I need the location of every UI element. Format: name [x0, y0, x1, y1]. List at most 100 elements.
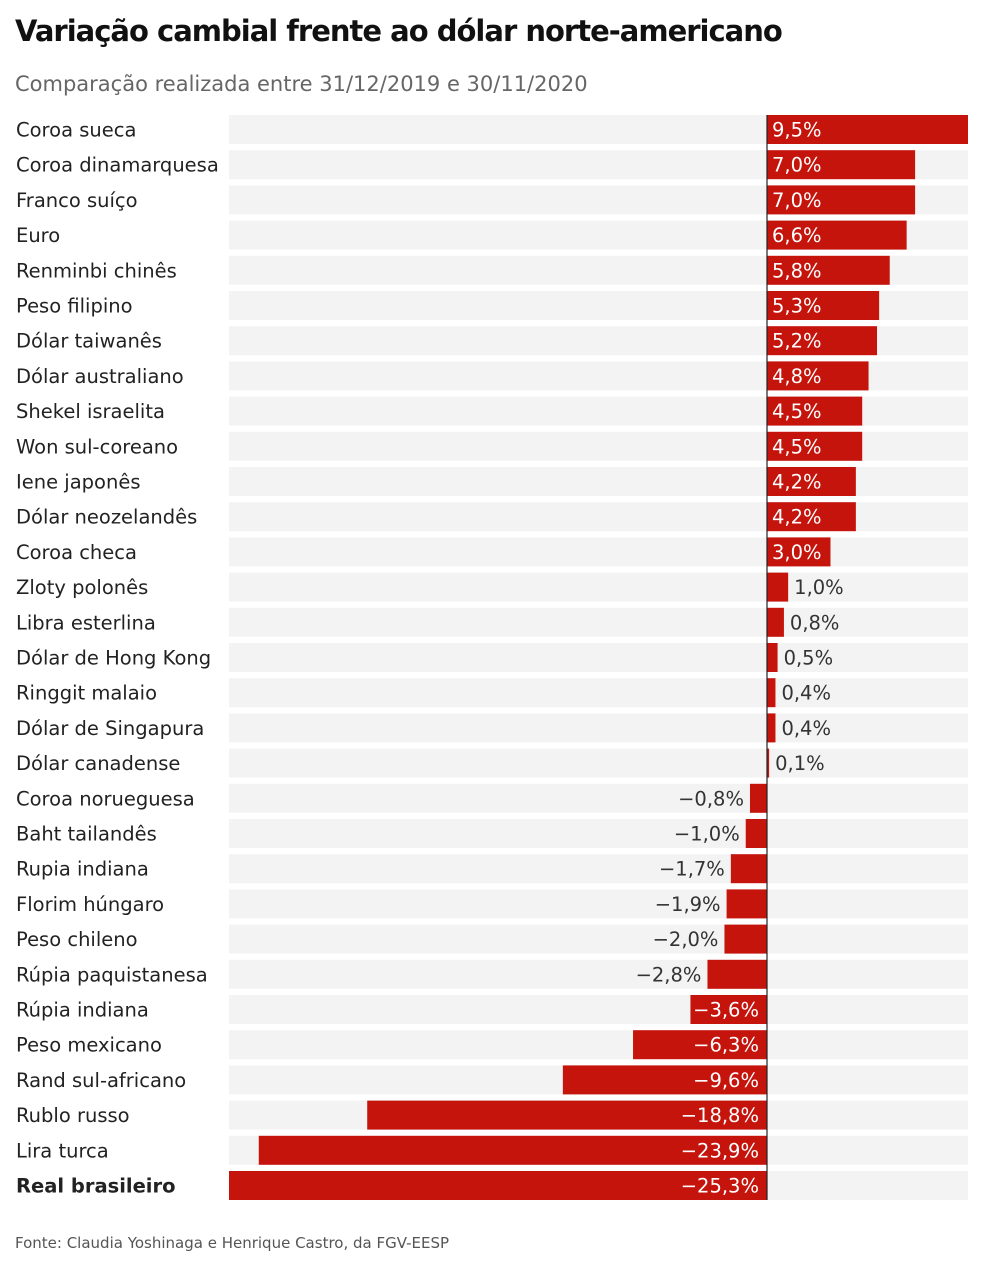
bar-track — [229, 889, 968, 919]
chart-subtitle: Comparação realizada entre 31/12/2019 e … — [15, 72, 588, 96]
category-label: Peso filipino — [16, 295, 133, 318]
category-label: Dólar canadense — [16, 752, 180, 775]
value-label: 3,0% — [772, 541, 822, 564]
category-label: Ringgit malaio — [16, 682, 157, 705]
bar — [767, 643, 778, 672]
category-label: Dólar de Singapura — [16, 717, 204, 740]
category-label: Franco suíço — [16, 189, 138, 212]
bar — [767, 572, 789, 602]
category-label: Dólar neozelandês — [16, 506, 197, 529]
value-label: 0,5% — [784, 647, 834, 670]
category-label: Coroa checa — [16, 541, 137, 564]
bar-track — [229, 854, 968, 884]
bar — [726, 889, 767, 919]
bar-track — [229, 783, 968, 813]
bar-track — [229, 643, 968, 672]
category-label: Florim húngaro — [16, 893, 164, 916]
category-label: Dólar de Hong Kong — [16, 647, 211, 670]
bar-track — [229, 502, 968, 532]
category-label: Coroa dinamarquesa — [16, 154, 219, 177]
category-label: Rúpia indiana — [16, 999, 149, 1022]
bar — [730, 854, 767, 884]
category-label: Coroa norueguesa — [16, 787, 195, 810]
bar — [767, 396, 863, 426]
bar — [767, 748, 770, 778]
bar — [562, 1065, 767, 1095]
value-label: 6,6% — [772, 224, 822, 247]
category-label: Won sul-coreano — [16, 435, 178, 458]
value-label: 0,8% — [790, 611, 840, 634]
bar — [767, 291, 880, 320]
value-label: −9,6% — [693, 1069, 759, 1092]
source-note: Fonte: Claudia Yoshinaga e Henrique Cast… — [15, 1234, 450, 1252]
value-label: 4,5% — [772, 435, 822, 458]
value-label: −18,8% — [681, 1104, 759, 1127]
bar — [229, 1171, 767, 1200]
bar-track — [229, 959, 968, 989]
bar — [767, 185, 916, 215]
value-label: 5,8% — [772, 259, 822, 282]
value-label: 1,0% — [794, 576, 844, 599]
category-label: Iene japonês — [16, 471, 141, 494]
bar — [767, 537, 831, 567]
value-label: 9,5% — [772, 119, 822, 142]
category-label: Zloty polonês — [16, 576, 148, 599]
bar-track — [229, 678, 968, 708]
bar — [767, 467, 856, 496]
chart-title: Variação cambial frente ao dólar norte-a… — [15, 14, 783, 48]
bar-track — [229, 819, 968, 848]
bar — [767, 220, 907, 250]
value-label: −0,8% — [678, 787, 744, 810]
bar — [767, 607, 784, 637]
category-label: Coroa sueca — [16, 119, 136, 142]
bar — [767, 115, 968, 144]
value-label: 0,1% — [775, 752, 825, 775]
category-label: Real brasileiro — [16, 1175, 176, 1198]
value-label: 7,0% — [772, 154, 822, 177]
value-label: −2,0% — [653, 928, 719, 951]
bar-track — [229, 467, 968, 496]
value-label: 4,8% — [772, 365, 822, 388]
bar — [767, 713, 776, 743]
bar-track — [229, 748, 968, 778]
value-label: −1,7% — [659, 858, 725, 881]
value-label: −23,9% — [681, 1139, 759, 1162]
bar — [258, 1135, 767, 1165]
bar — [367, 1100, 767, 1130]
category-label: Rupia indiana — [16, 858, 149, 881]
category-label: Lira turca — [16, 1139, 109, 1162]
value-label: −3,6% — [693, 999, 759, 1022]
value-label: 0,4% — [781, 682, 831, 705]
value-label: −1,0% — [674, 823, 740, 846]
category-label: Dólar australiano — [16, 365, 184, 388]
value-label: 4,5% — [772, 400, 822, 423]
bar — [749, 783, 767, 813]
category-label: Rublo russo — [16, 1104, 130, 1127]
value-label: −25,3% — [681, 1175, 759, 1198]
bar — [767, 150, 916, 180]
category-label: Dólar taiwanês — [16, 330, 162, 353]
bar — [767, 502, 856, 532]
value-label: 4,2% — [772, 471, 822, 494]
bar-track — [229, 607, 968, 637]
bar — [767, 255, 890, 285]
value-label: −2,8% — [636, 963, 702, 986]
bar-track — [229, 572, 968, 602]
bar — [745, 819, 767, 848]
value-label: 0,4% — [781, 717, 831, 740]
value-label: 5,2% — [772, 330, 822, 353]
bar — [707, 959, 767, 989]
bar — [633, 1030, 767, 1060]
value-label: 5,3% — [772, 295, 822, 318]
category-label: Shekel israelita — [16, 400, 165, 423]
bar-track — [229, 713, 968, 743]
bar — [724, 924, 767, 954]
category-label: Peso chileno — [16, 928, 138, 951]
bar — [767, 431, 863, 461]
bar — [690, 995, 767, 1024]
category-label: Baht tailandês — [16, 823, 157, 846]
value-label: −6,3% — [693, 1034, 759, 1057]
bar-track — [229, 1030, 968, 1060]
bar-track — [229, 537, 968, 567]
bar — [767, 678, 776, 708]
